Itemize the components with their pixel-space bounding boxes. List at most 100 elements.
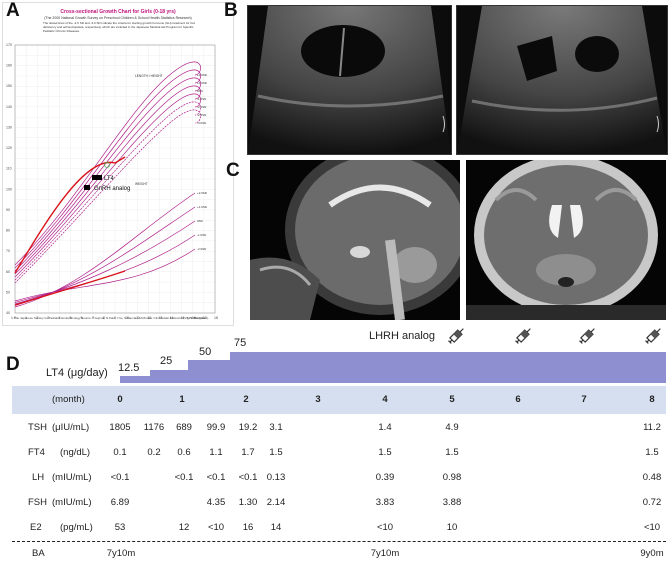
panel-label-b: B (224, 0, 238, 21)
weight-sd-label: -1.0SD (197, 233, 207, 237)
x-tick-label: 0 (14, 316, 16, 320)
x-tick-label: 3 (47, 316, 49, 320)
lt4-dose: 25 (160, 355, 173, 367)
table-cell: 1.5 (645, 447, 659, 458)
lhrh-analog-label: LHRH analog (369, 330, 436, 342)
x-tick-label: 1 (25, 316, 27, 320)
ultrasound-image-right (456, 5, 668, 155)
month-header: 7 (581, 394, 587, 405)
x-tick-label: 11 (136, 316, 140, 320)
month-header: 1 (179, 394, 185, 405)
growth-chart: Cross-sectional Growth Chart for Girls (… (2, 2, 234, 326)
month-header: 2 (243, 394, 249, 405)
weight-sd-curve (14, 206, 196, 306)
height-sd-curve (14, 61, 201, 266)
syringe-icon (448, 328, 464, 344)
table-cell: <10 (643, 522, 661, 533)
x-tick-label: 12 (147, 316, 151, 320)
patient-weight-track (14, 270, 126, 306)
table-cell: <0.1 (206, 472, 226, 483)
height-sd-curve (14, 109, 201, 284)
y-tick-label: 150 (6, 84, 12, 88)
height-sd-label: +1.0SD (197, 81, 208, 85)
height-label: LENGTH / HEIGHT (135, 74, 163, 78)
table-cell: 1.5 (269, 447, 283, 458)
table-cell: 1805 (109, 422, 131, 433)
table-cell: 6.89 (110, 497, 130, 508)
x-tick-label: 13 (158, 316, 162, 320)
lt4-step (188, 360, 230, 383)
table-cell: 99.9 (206, 422, 226, 433)
row-name-fsh: FSH (28, 497, 47, 508)
table-cell: 19.2 (238, 422, 258, 433)
table-cell: 1.30 (238, 497, 258, 508)
height-sd-label: -2.5SD (197, 113, 207, 117)
x-tick-label: 7 (92, 316, 94, 320)
mri-sagittal-image (250, 160, 460, 320)
height-sd-label: +2.0SD (197, 73, 208, 77)
x-tick-label: 14 (170, 316, 174, 320)
month-header: 6 (515, 394, 521, 405)
height-sd-curve (14, 77, 201, 272)
y-tick-label: 60 (6, 270, 10, 274)
y-tick-label: 40 (6, 311, 10, 315)
height-sd-curve (14, 93, 201, 278)
table-cell: 0.1 (113, 447, 127, 458)
x-axis-unit: (yrs AGE(years) (187, 316, 208, 320)
table-cell: 2.14 (266, 497, 286, 508)
y-tick-label: 130 (6, 125, 12, 129)
table-cell: 0.39 (375, 472, 395, 483)
row-name-ft4: FT4 (28, 447, 45, 458)
table-cell: <0.1 (238, 472, 258, 483)
month-header-band (12, 386, 666, 414)
growth-chart-footer: © The Japanese Society for Pediatric End… (11, 316, 206, 320)
height-sd-curve (14, 101, 201, 281)
row-unit-lh: (mIU/mL) (52, 472, 92, 483)
syringe-icon (579, 328, 595, 344)
height-sd-label: -2.0SD (197, 105, 207, 109)
row-unit-ft4: (ng/dL) (60, 447, 91, 458)
month-header: 5 (449, 394, 455, 405)
row-name-lh: LH (32, 472, 45, 483)
syringe-icon (515, 328, 531, 344)
table-cell: 4.35 (206, 497, 226, 508)
month-label: (month) (52, 394, 85, 405)
table-cell: 0.2 (147, 447, 161, 458)
row-name-tsh: TSH (28, 422, 47, 433)
table-cell: <10 (376, 522, 394, 533)
table-cell: 3.88 (442, 497, 462, 508)
x-tick-label: 17 (203, 316, 207, 320)
x-tick-label: 15 (181, 316, 185, 320)
legend-label-lt4: LT4 (104, 176, 115, 182)
height-sd-curve (14, 69, 201, 269)
table-cell: 1.4 (378, 422, 392, 433)
y-tick-label: 100 (6, 187, 12, 191)
height-sd-label: -1.0SD (197, 97, 207, 101)
weight-sd-label: 0SD (197, 219, 204, 223)
syringe-icon (645, 328, 661, 344)
row-name-e2: E2 (30, 522, 42, 533)
lt4-dose: 75 (234, 337, 247, 349)
growth-chart-title: Cross-sectional Growth Chart for Girls (… (60, 9, 176, 15)
y-tick-label: 90 (6, 208, 10, 212)
y-tick-label: 110 (6, 167, 12, 171)
panel-label-d: D (6, 354, 20, 375)
lt4-label: LT4 (μg/day) (46, 367, 108, 379)
height-sd-curve (14, 85, 201, 275)
month-header: 4 (382, 394, 388, 405)
table-cell: 16 (242, 522, 254, 533)
x-tick-label: 2 (36, 316, 38, 320)
table-cell: 53 (114, 522, 126, 533)
table-cell: 0.6 (177, 447, 191, 458)
y-tick-label: 80 (6, 229, 10, 233)
table-cell: 7y10m (370, 548, 400, 559)
panel-label-a: A (6, 0, 20, 21)
table-cell: 4.9 (445, 422, 459, 433)
table-cell: <10 (207, 522, 225, 533)
month-header: 8 (649, 394, 655, 405)
weight-sd-curve (14, 248, 196, 302)
separator (12, 541, 666, 542)
y-tick-label: 50 (6, 290, 10, 294)
height-sd-label: -3.0SD (197, 121, 207, 125)
